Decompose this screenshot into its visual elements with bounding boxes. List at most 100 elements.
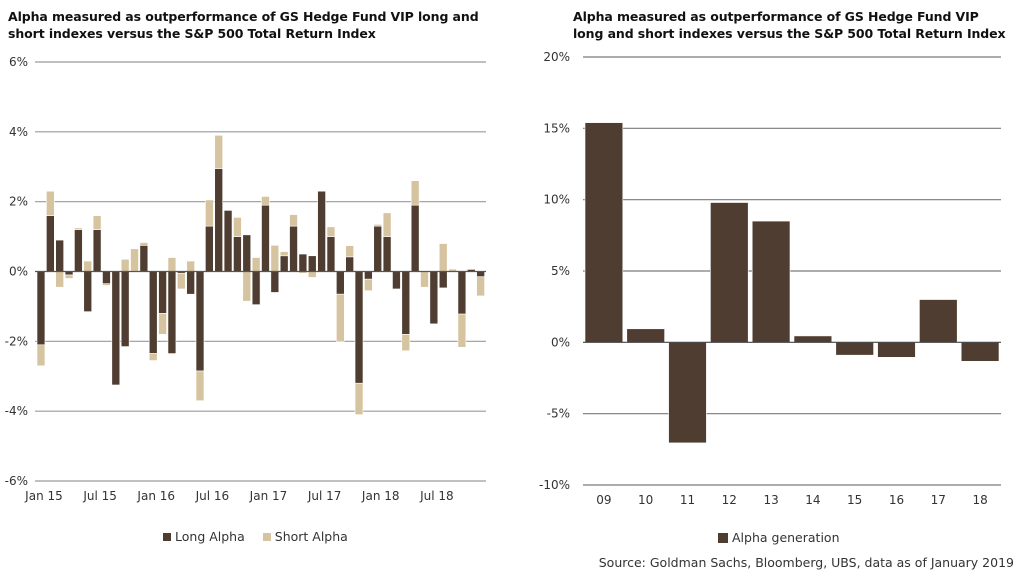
long-alpha-bar: [346, 257, 354, 272]
short-alpha-bar: [280, 252, 288, 256]
short-alpha-bar: [346, 246, 354, 257]
alpha-generation-bar: [961, 342, 999, 361]
short-alpha-bar: [262, 196, 270, 205]
y-tick-label: 6%: [9, 55, 28, 69]
short-alpha-bar: [102, 284, 110, 286]
alpha-generation-bar: [878, 342, 916, 357]
long-alpha-bar: [299, 254, 307, 271]
short-alpha-bar: [383, 213, 391, 237]
right-chart-x-axis: 09101112131415161718: [596, 493, 987, 507]
long-alpha-bar: [271, 272, 279, 293]
short-alpha-bar: [374, 224, 382, 226]
short-alpha-bar: [336, 294, 344, 341]
legend-label: Long Alpha: [175, 529, 245, 544]
legend-label: Short Alpha: [275, 529, 348, 544]
x-tick-label: Jan 15: [24, 489, 63, 503]
long-alpha-bar: [374, 226, 382, 271]
alpha-generation-bar: [585, 123, 623, 343]
long-alpha-bar: [46, 216, 54, 272]
y-tick-label: 0%: [9, 265, 28, 279]
long-alpha-bar: [233, 237, 241, 272]
x-tick-label: 09: [596, 493, 611, 507]
short-alpha-bar: [205, 200, 213, 226]
y-tick-label: 5%: [551, 264, 570, 278]
long-alpha-bar: [280, 256, 288, 272]
legend-item-alpha-generation: Alpha generation: [718, 530, 840, 545]
short-alpha-bar: [37, 345, 45, 366]
legend-item-short-alpha: Short Alpha: [263, 529, 348, 544]
y-tick-label: -2%: [5, 334, 28, 348]
y-tick-label: 10%: [543, 193, 570, 207]
long-alpha-bar: [74, 230, 82, 272]
alpha-generation-bar: [794, 336, 832, 342]
y-tick-label: 4%: [9, 125, 28, 139]
long-alpha-bar: [327, 237, 335, 272]
long-alpha-bar: [205, 226, 213, 271]
short-alpha-bar: [421, 272, 429, 288]
left-chart-bars: [37, 135, 485, 414]
long-alpha-bar: [56, 240, 64, 271]
long-alpha-bar: [355, 272, 363, 384]
y-tick-label: 20%: [543, 50, 570, 64]
alpha-generation-bar: [752, 221, 790, 342]
y-tick-label: -10%: [539, 478, 570, 492]
long-alpha-bar: [37, 272, 45, 345]
short-alpha-bar: [84, 261, 92, 271]
right-chart-legend: Alpha generation: [718, 530, 854, 545]
x-tick-label: 15: [847, 493, 862, 507]
long-alpha-bar: [402, 272, 410, 335]
short-alpha-bar: [327, 227, 335, 237]
short-alpha-bar: [290, 215, 298, 227]
short-alpha-bar: [243, 272, 251, 302]
short-alpha-bar: [93, 216, 101, 230]
short-alpha-bar: [65, 275, 73, 278]
long-alpha-bar: [364, 272, 372, 280]
x-tick-label: 14: [805, 493, 820, 507]
left-chart-x-axis: Jan 15Jul 15Jan 16Jul 16Jan 17Jul 17Jan …: [24, 489, 453, 503]
short-alpha-bar: [149, 354, 157, 361]
x-tick-label: 13: [763, 493, 778, 507]
left-chart-legend: Long Alpha Short Alpha: [163, 529, 362, 544]
short-alpha-bar: [187, 261, 195, 271]
long-alpha-bar: [262, 205, 270, 271]
short-alpha-bar: [177, 273, 185, 289]
x-tick-label: 17: [931, 493, 946, 507]
short-alpha-bar: [215, 135, 223, 168]
long-alpha-bar: [458, 272, 466, 315]
x-tick-label: Jul 16: [195, 489, 230, 503]
y-tick-label: 0%: [551, 335, 570, 349]
x-tick-label: Jul 17: [307, 489, 342, 503]
short-alpha-bar: [271, 245, 279, 271]
x-tick-label: Jan 17: [249, 489, 288, 503]
y-tick-label: 15%: [543, 121, 570, 135]
x-tick-label: Jul 15: [82, 489, 117, 503]
short-alpha-bar: [458, 314, 466, 347]
long-alpha-bar: [159, 272, 167, 314]
y-tick-label: -4%: [5, 404, 28, 418]
short-alpha-bar: [46, 191, 54, 215]
alpha-generation-bar: [919, 300, 957, 343]
long-alpha-bar: [102, 272, 110, 284]
long-alpha-bar: [392, 272, 400, 289]
long-alpha-bar: [84, 272, 92, 312]
long-alpha-bar: [112, 272, 120, 385]
long-alpha-bar: [187, 272, 195, 295]
long-alpha-bar: [439, 272, 447, 288]
x-tick-label: Jan 16: [136, 489, 175, 503]
short-alpha-bar: [439, 244, 447, 272]
x-tick-label: 18: [972, 493, 987, 507]
long-alpha-bar: [121, 272, 129, 347]
long-alpha-bar: [318, 191, 326, 271]
x-tick-label: Jul 18: [419, 489, 454, 503]
short-alpha-bar: [168, 258, 176, 272]
long-alpha-bar: [290, 226, 298, 271]
long-alpha-bar: [149, 272, 157, 354]
source-note: Source: Goldman Sachs, Bloomberg, UBS, d…: [599, 555, 1014, 570]
alpha-generation-bar: [710, 203, 748, 343]
x-tick-label: 11: [680, 493, 695, 507]
charts-canvas: 6%4%2%0%-2%-4%-6% Jan 15Jul 15Jan 16Jul …: [0, 0, 1024, 579]
short-alpha-bar: [233, 217, 241, 236]
long-alpha-bar: [168, 272, 176, 354]
short-alpha-bar: [477, 277, 485, 296]
short-alpha-bar: [121, 259, 129, 271]
